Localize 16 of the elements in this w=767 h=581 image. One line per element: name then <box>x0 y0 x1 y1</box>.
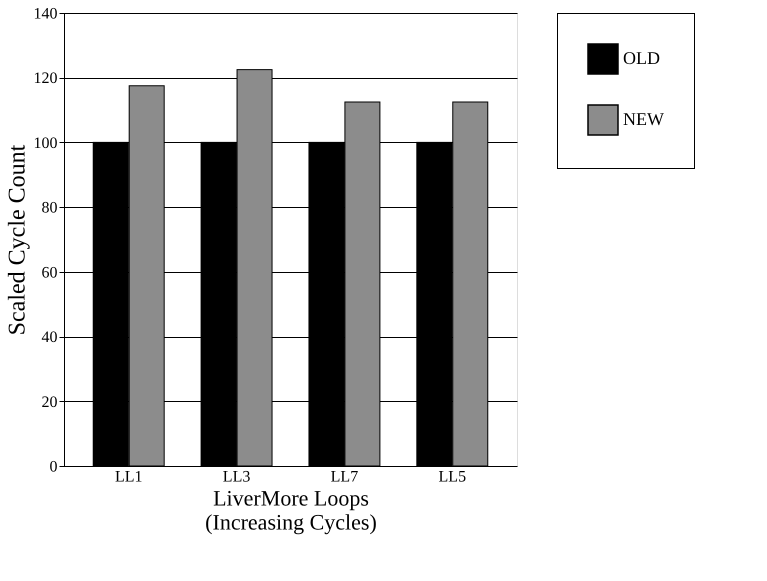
y-tick-label: 80 <box>42 200 58 217</box>
x-axis-title: LiverMore Loops (Increasing Cycles) <box>205 486 377 534</box>
y-tick-label: 140 <box>34 6 58 22</box>
x-tick-label: LL7 <box>330 468 358 486</box>
y-tick-label: 120 <box>34 70 58 88</box>
y-tick-label: 60 <box>42 264 58 282</box>
x-tick-label: LL3 <box>222 468 250 486</box>
x-tick-label: LL1 <box>114 468 142 486</box>
y-tick-label: 20 <box>42 394 58 411</box>
y-axis-title: Scaled Cycle Count <box>4 144 30 336</box>
legend-label: NEW <box>623 109 664 129</box>
x-tick-label: LL5 <box>438 468 466 486</box>
y-tick-label: 0 <box>50 458 58 476</box>
y-tick-label: 40 <box>42 329 58 346</box>
y-tick-label: 100 <box>34 134 58 152</box>
legend-label: OLD <box>623 48 660 68</box>
